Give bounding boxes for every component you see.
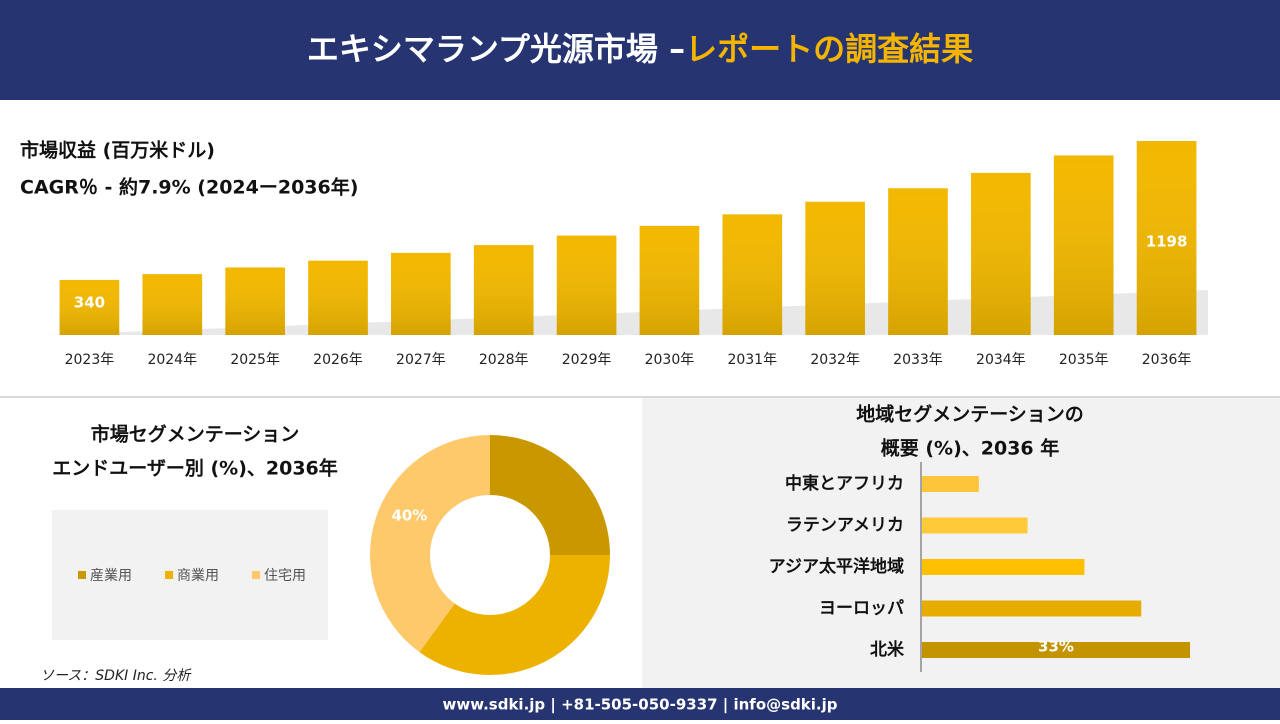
bar-shade: [225, 267, 285, 335]
source: ソース：SDKI Inc. 分析: [40, 668, 192, 684]
header-title: エキシマランプ光源市場 –レポートの調査結果: [307, 30, 973, 68]
chart-title: 市場収益 (百万米ドル): [20, 139, 215, 162]
bar-shade: [805, 201, 865, 335]
x-tick-label: 2035年: [1059, 352, 1109, 368]
data-label: 33%: [1038, 638, 1074, 656]
y-tick-label: 北米: [870, 639, 905, 660]
chart-title: 地域セグメンテーションの: [856, 403, 1084, 426]
x-tick-label: 2033年: [893, 352, 943, 368]
bar-shade: [142, 274, 203, 335]
donut-slice: [370, 435, 490, 653]
bar-shade: [1053, 155, 1114, 335]
data-label: 340: [74, 293, 105, 311]
bar-shade: [473, 245, 534, 335]
chart-title: エンドユーザー別 (%)、2036年: [52, 457, 338, 480]
footer-text: www.sdki.jp | +81-505-050-9337 | info@sd…: [442, 696, 837, 715]
bar: [922, 642, 1190, 658]
x-tick-label: 2027年: [396, 352, 446, 368]
x-tick-label: 2028年: [479, 352, 529, 368]
donut-slice: [490, 435, 610, 555]
legend-box: [52, 510, 328, 640]
x-tick-label: 2029年: [562, 352, 612, 368]
x-tick-label: 2032年: [810, 352, 860, 368]
bar-shade: [888, 188, 948, 335]
y-tick-label: アジア太平洋地域: [769, 556, 904, 577]
bar-shade: [639, 225, 700, 335]
donut-slice: [419, 555, 610, 676]
y-tick-label: ラテンアメリカ: [786, 516, 904, 536]
x-tick-label: 2023年: [65, 352, 115, 368]
x-tick-label: 2034年: [976, 352, 1026, 368]
legend-swatch: [252, 571, 260, 579]
charts: 市場収益 (百万米ドル) CAGR％ - 約7.9% (2024ー2036年) 20…: [20, 139, 1208, 676]
x-tick-label: 2025年: [230, 352, 280, 368]
x-tick-label: 2024年: [147, 352, 197, 368]
bar-shade: [391, 252, 451, 335]
footer: [0, 688, 1280, 720]
bar-shade: [722, 214, 783, 335]
legend-swatch: [78, 571, 86, 579]
x-tick-label: 2031年: [727, 352, 777, 368]
bar-shade: [1136, 141, 1197, 335]
legend-label: 商業用: [177, 568, 219, 584]
chart-subtitle: CAGR％ - 約7.9% (2024ー2036年): [20, 176, 358, 199]
region-panel: [642, 398, 1280, 688]
x-tick-label: 2026年: [313, 352, 363, 368]
data-label: 40%: [391, 507, 427, 525]
data-label: 1198: [1146, 233, 1188, 251]
y-tick-label: ヨーロッパ: [819, 599, 904, 619]
header: [0, 0, 1280, 100]
bar-shade: [308, 260, 368, 335]
bar: [922, 600, 1142, 617]
bar: [922, 517, 1028, 534]
legend-label: 産業用: [90, 568, 132, 584]
bar: [922, 559, 1085, 575]
chart-title: 市場セグメンテーション: [91, 423, 300, 446]
divider: [0, 396, 1280, 398]
bar: [922, 476, 979, 492]
y-tick-label: 中東とアフリカ: [785, 473, 904, 494]
chart-title: 概要 (%)、2036 年: [881, 437, 1060, 460]
bar-shade: [59, 279, 120, 335]
bar-shade: [971, 172, 1031, 335]
legend-swatch: [165, 571, 173, 579]
x-tick-label: 2030年: [645, 352, 695, 368]
legend-label: 住宅用: [264, 568, 306, 584]
x-tick-label: 2036年: [1142, 352, 1192, 368]
bar-shade: [556, 235, 617, 335]
